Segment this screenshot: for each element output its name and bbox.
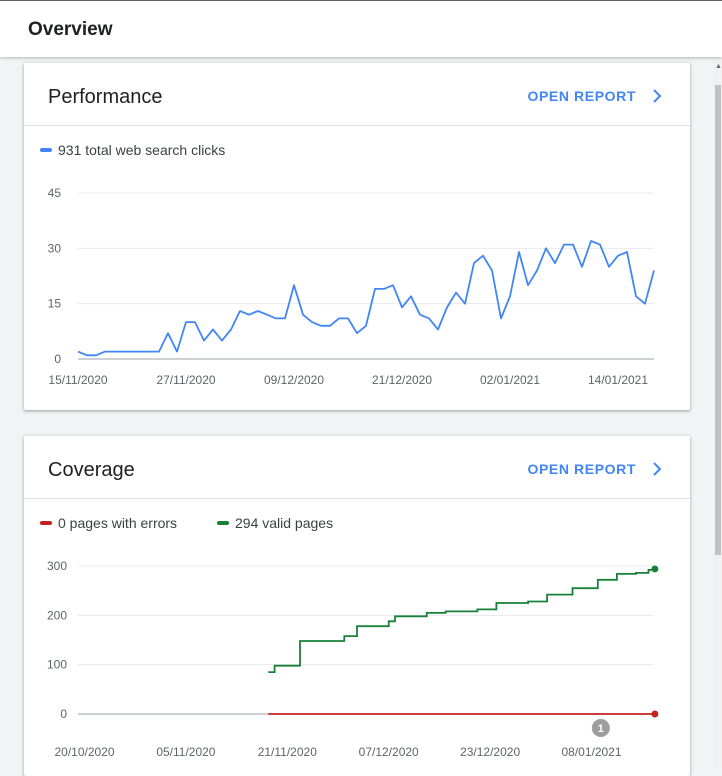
y-tick-label: 0: [54, 352, 61, 366]
legend-swatch-errors: [40, 521, 52, 525]
annotation-badge-circle: [591, 719, 610, 737]
coverage-title: Coverage: [48, 459, 135, 481]
x-tick-label: 20/10/2020: [54, 745, 114, 759]
x-tick-label: 14/01/2021: [588, 373, 648, 387]
coverage-card: Coverage OPEN REPORT 0 pages with errors…: [24, 436, 690, 776]
series-end-point-errors: [651, 710, 659, 718]
x-tick-label: 08/01/2021: [561, 745, 621, 759]
x-tick-label: 09/12/2020: [264, 373, 324, 387]
legend-label-clicks: 931 total web search clicks: [58, 142, 226, 158]
x-tick-label: 27/11/2020: [156, 373, 215, 387]
coverage-legend-valid: 294 valid pages: [217, 515, 333, 531]
performance-chart: 0 15 30 45 15/11/2020 27/11/2020 09/12/2020 21/…: [48, 186, 655, 387]
y-tick-label: 300: [47, 559, 67, 573]
x-tick-label: 23/12/2020: [460, 745, 520, 759]
y-tick-label: 15: [48, 297, 62, 311]
coverage-chart: 0 100 200 300 20/10/2020 05/11/2020 21/11/2020…: [47, 559, 659, 759]
legend-label-valid: 294 valid pages: [235, 515, 334, 531]
performance-card-header: Performance OPEN REPORT: [24, 63, 690, 126]
x-tick-label: 07/12/2020: [359, 745, 419, 759]
x-tick-label: 21/11/2020: [258, 745, 317, 759]
page-title: Overview: [28, 19, 113, 40]
series-end-point-valid: [651, 565, 659, 573]
y-tick-label: 200: [47, 608, 67, 622]
x-tick-label: 02/01/2021: [480, 373, 540, 387]
x-tick-label: 05/11/2020: [156, 745, 215, 759]
coverage-open-report-link[interactable]: OPEN REPORT: [527, 461, 664, 477]
performance-legend: 931 total web search clicks: [40, 142, 225, 158]
annotation-badge-label: 1: [598, 723, 604, 735]
open-report-label: OPEN REPORT: [527, 88, 636, 104]
series-line-valid-pages: [268, 568, 656, 673]
annotation-badge[interactable]: 1: [591, 719, 610, 737]
series-line-clicks: [77, 240, 655, 357]
y-tick-label: 30: [48, 241, 62, 255]
chevron-right-icon: [653, 89, 662, 103]
y-tick-label: 45: [48, 186, 62, 200]
y-tick-label: 0: [60, 707, 67, 721]
x-tick-label: 15/11/2020: [48, 373, 107, 387]
performance-card: Performance OPEN REPORT 931 total web se…: [24, 63, 690, 410]
legend-label-errors: 0 pages with errors: [58, 515, 178, 531]
top-bar: Overview: [0, 0, 722, 57]
performance-open-report-link[interactable]: OPEN REPORT: [527, 88, 664, 104]
open-report-label: OPEN REPORT: [527, 461, 636, 477]
y-tick-label: 100: [47, 658, 67, 672]
scrollbar[interactable]: ▲: [714, 57, 722, 767]
chevron-right-icon: [653, 462, 662, 476]
scroll-up-icon[interactable]: ▲: [715, 63, 722, 70]
coverage-legend-errors: 0 pages with errors: [40, 515, 177, 531]
legend-swatch-clicks: [40, 148, 52, 152]
performance-title: Performance: [48, 86, 163, 108]
scrollbar-thumb[interactable]: [715, 85, 721, 555]
legend-swatch-valid: [217, 521, 229, 525]
x-tick-label: 21/12/2020: [372, 373, 432, 387]
coverage-card-header: Coverage OPEN REPORT: [24, 436, 690, 499]
